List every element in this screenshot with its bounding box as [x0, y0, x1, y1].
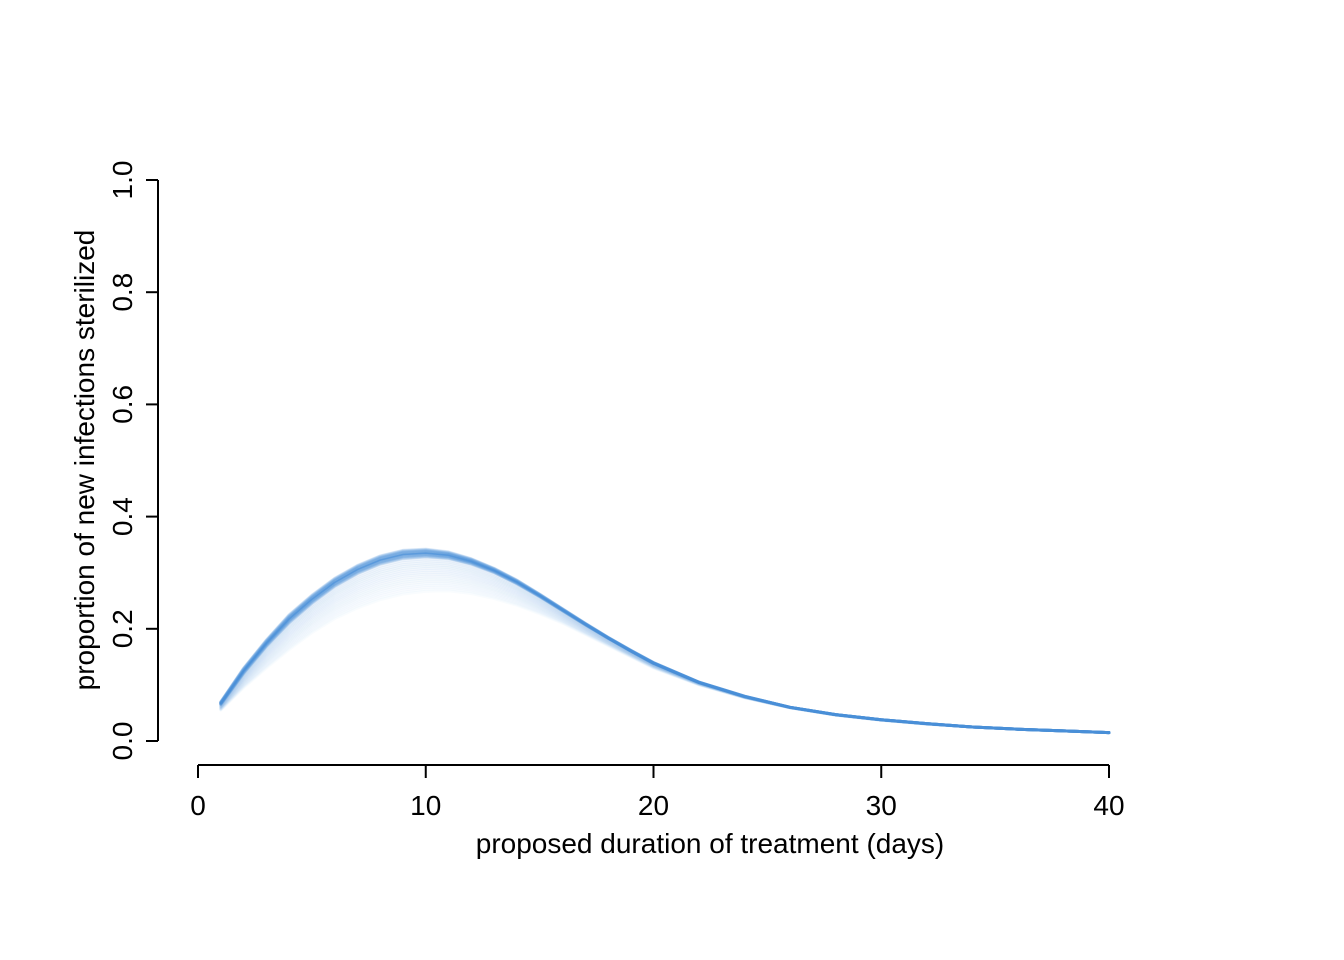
- y-tick-label: 0.8: [107, 273, 138, 312]
- x-axis-title: proposed duration of treatment (days): [476, 828, 944, 859]
- x-tick-label: 10: [410, 790, 441, 821]
- x-ticks: 0 10 20 30 40: [190, 765, 1125, 821]
- x-tick-label: 0: [190, 790, 206, 821]
- median-curve: [220, 552, 1110, 734]
- y-tick-label: 0.4: [107, 497, 138, 536]
- x-tick-label: 40: [1093, 790, 1124, 821]
- band-curve: [221, 591, 1109, 733]
- y-tick-label: 1.0: [107, 161, 138, 200]
- y-ticks: 0.0 0.2 0.4 0.6 0.8 1.0: [107, 161, 158, 761]
- x-tick-label: 30: [866, 790, 897, 821]
- y-tick-label: 0.6: [107, 385, 138, 424]
- y-tick-label: 0.2: [107, 609, 138, 648]
- x-tick-label: 20: [638, 790, 669, 821]
- y-tick-label: 0.0: [107, 722, 138, 761]
- y-axis-title: proportion of new infections sterilized: [69, 230, 100, 691]
- uncertainty-band: [219, 547, 1111, 735]
